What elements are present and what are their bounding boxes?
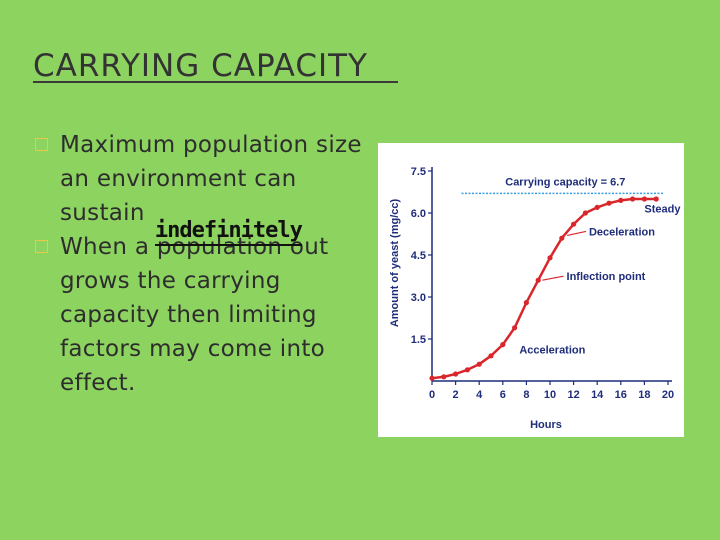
data-point	[453, 371, 459, 377]
data-point	[429, 375, 435, 381]
carrying-capacity-group: Carrying capacity = 6.7	[461, 176, 664, 195]
x-tick-label: 16	[615, 389, 627, 401]
data-point	[464, 367, 470, 373]
data-point	[559, 235, 565, 241]
x-tick-label: 6	[500, 389, 506, 401]
y-tick-label: 1.5	[411, 334, 426, 346]
slide-title: CARRYING CAPACITY	[33, 48, 368, 84]
data-point	[641, 196, 647, 202]
data-point	[500, 342, 506, 348]
x-tick-label: 0	[429, 389, 435, 401]
bullet-box-icon	[35, 138, 48, 151]
x-tick-label: 2	[453, 389, 459, 401]
data-point	[547, 255, 553, 261]
data-point	[653, 196, 659, 202]
bullet-list: Maximum population size an environment c…	[35, 128, 365, 400]
y-tick-label: 6.0	[411, 208, 426, 220]
data-point	[571, 221, 577, 227]
carrying-capacity-label: Carrying capacity = 6.7	[505, 176, 625, 188]
data-point	[441, 374, 447, 380]
x-tick-label: 18	[638, 389, 650, 401]
annotation-leader-line	[567, 230, 587, 236]
annotation-leader-line	[542, 275, 564, 281]
bullet-text: Maximum population size an environment c…	[60, 132, 362, 226]
data-point	[512, 325, 518, 331]
data-point	[488, 353, 494, 359]
growth-curve-chart: 0 2 4 6 8 10 12 14 16 18 20 1.5 3.0 4.5 6.0 7.5 Carryin…	[389, 166, 684, 431]
chart-panel: 0 2 4 6 8 10 12 14 16 18 20 1.5 3.0 4.5 6.0 7.5 Carryin…	[378, 143, 684, 437]
annotation-group: Steady State Deceleration Inflection point…	[519, 204, 684, 357]
y-tick-label: 3.0	[411, 292, 426, 304]
bullet-text-before: When a	[60, 234, 157, 260]
y-axis-label: Amount of yeast (mg/cc)	[389, 198, 401, 327]
bullet-box-icon	[35, 240, 48, 253]
struck-word: population	[156, 234, 283, 260]
y-tick-label: 4.5	[411, 250, 426, 262]
data-point	[618, 197, 624, 203]
data-point	[535, 277, 541, 283]
data-point	[523, 300, 529, 306]
annotation-label: Steady State	[644, 204, 684, 216]
bullet-text-after: out grows the carrying capacity then lim…	[60, 234, 329, 396]
overwritten-word: population indefinitely	[154, 218, 303, 264]
annotation-label: Inflection point	[567, 271, 646, 283]
x-tick-label: 20	[662, 389, 674, 401]
growth-series	[429, 196, 659, 381]
x-axis-label: Hours	[530, 419, 562, 431]
data-point	[582, 210, 588, 216]
data-point	[594, 204, 600, 210]
title-underline	[33, 81, 398, 83]
x-tick-label: 14	[591, 389, 604, 401]
x-tick-label: 8	[523, 389, 529, 401]
data-point	[606, 200, 612, 206]
chart-axes	[431, 167, 672, 382]
x-tick-label: 10	[544, 389, 556, 401]
data-point	[476, 361, 482, 367]
chart-ticks: 0 2 4 6 8 10 12 14 16 18 20 1.5 3.0 4.5 6.0 7.5	[411, 166, 674, 401]
y-tick-label: 7.5	[411, 166, 426, 178]
handwritten-annotation: indefinitely	[154, 218, 303, 246]
annotation-label: Deceleration	[589, 226, 655, 238]
x-tick-label: 12	[567, 389, 579, 401]
data-point	[630, 196, 636, 202]
bullet-item-1: Maximum population size an environment c…	[35, 128, 365, 230]
x-tick-label: 4	[476, 389, 483, 401]
annotation-label: Acceleration	[519, 344, 585, 356]
bullet-item-2: When a population indefinitely out grows …	[35, 218, 365, 400]
